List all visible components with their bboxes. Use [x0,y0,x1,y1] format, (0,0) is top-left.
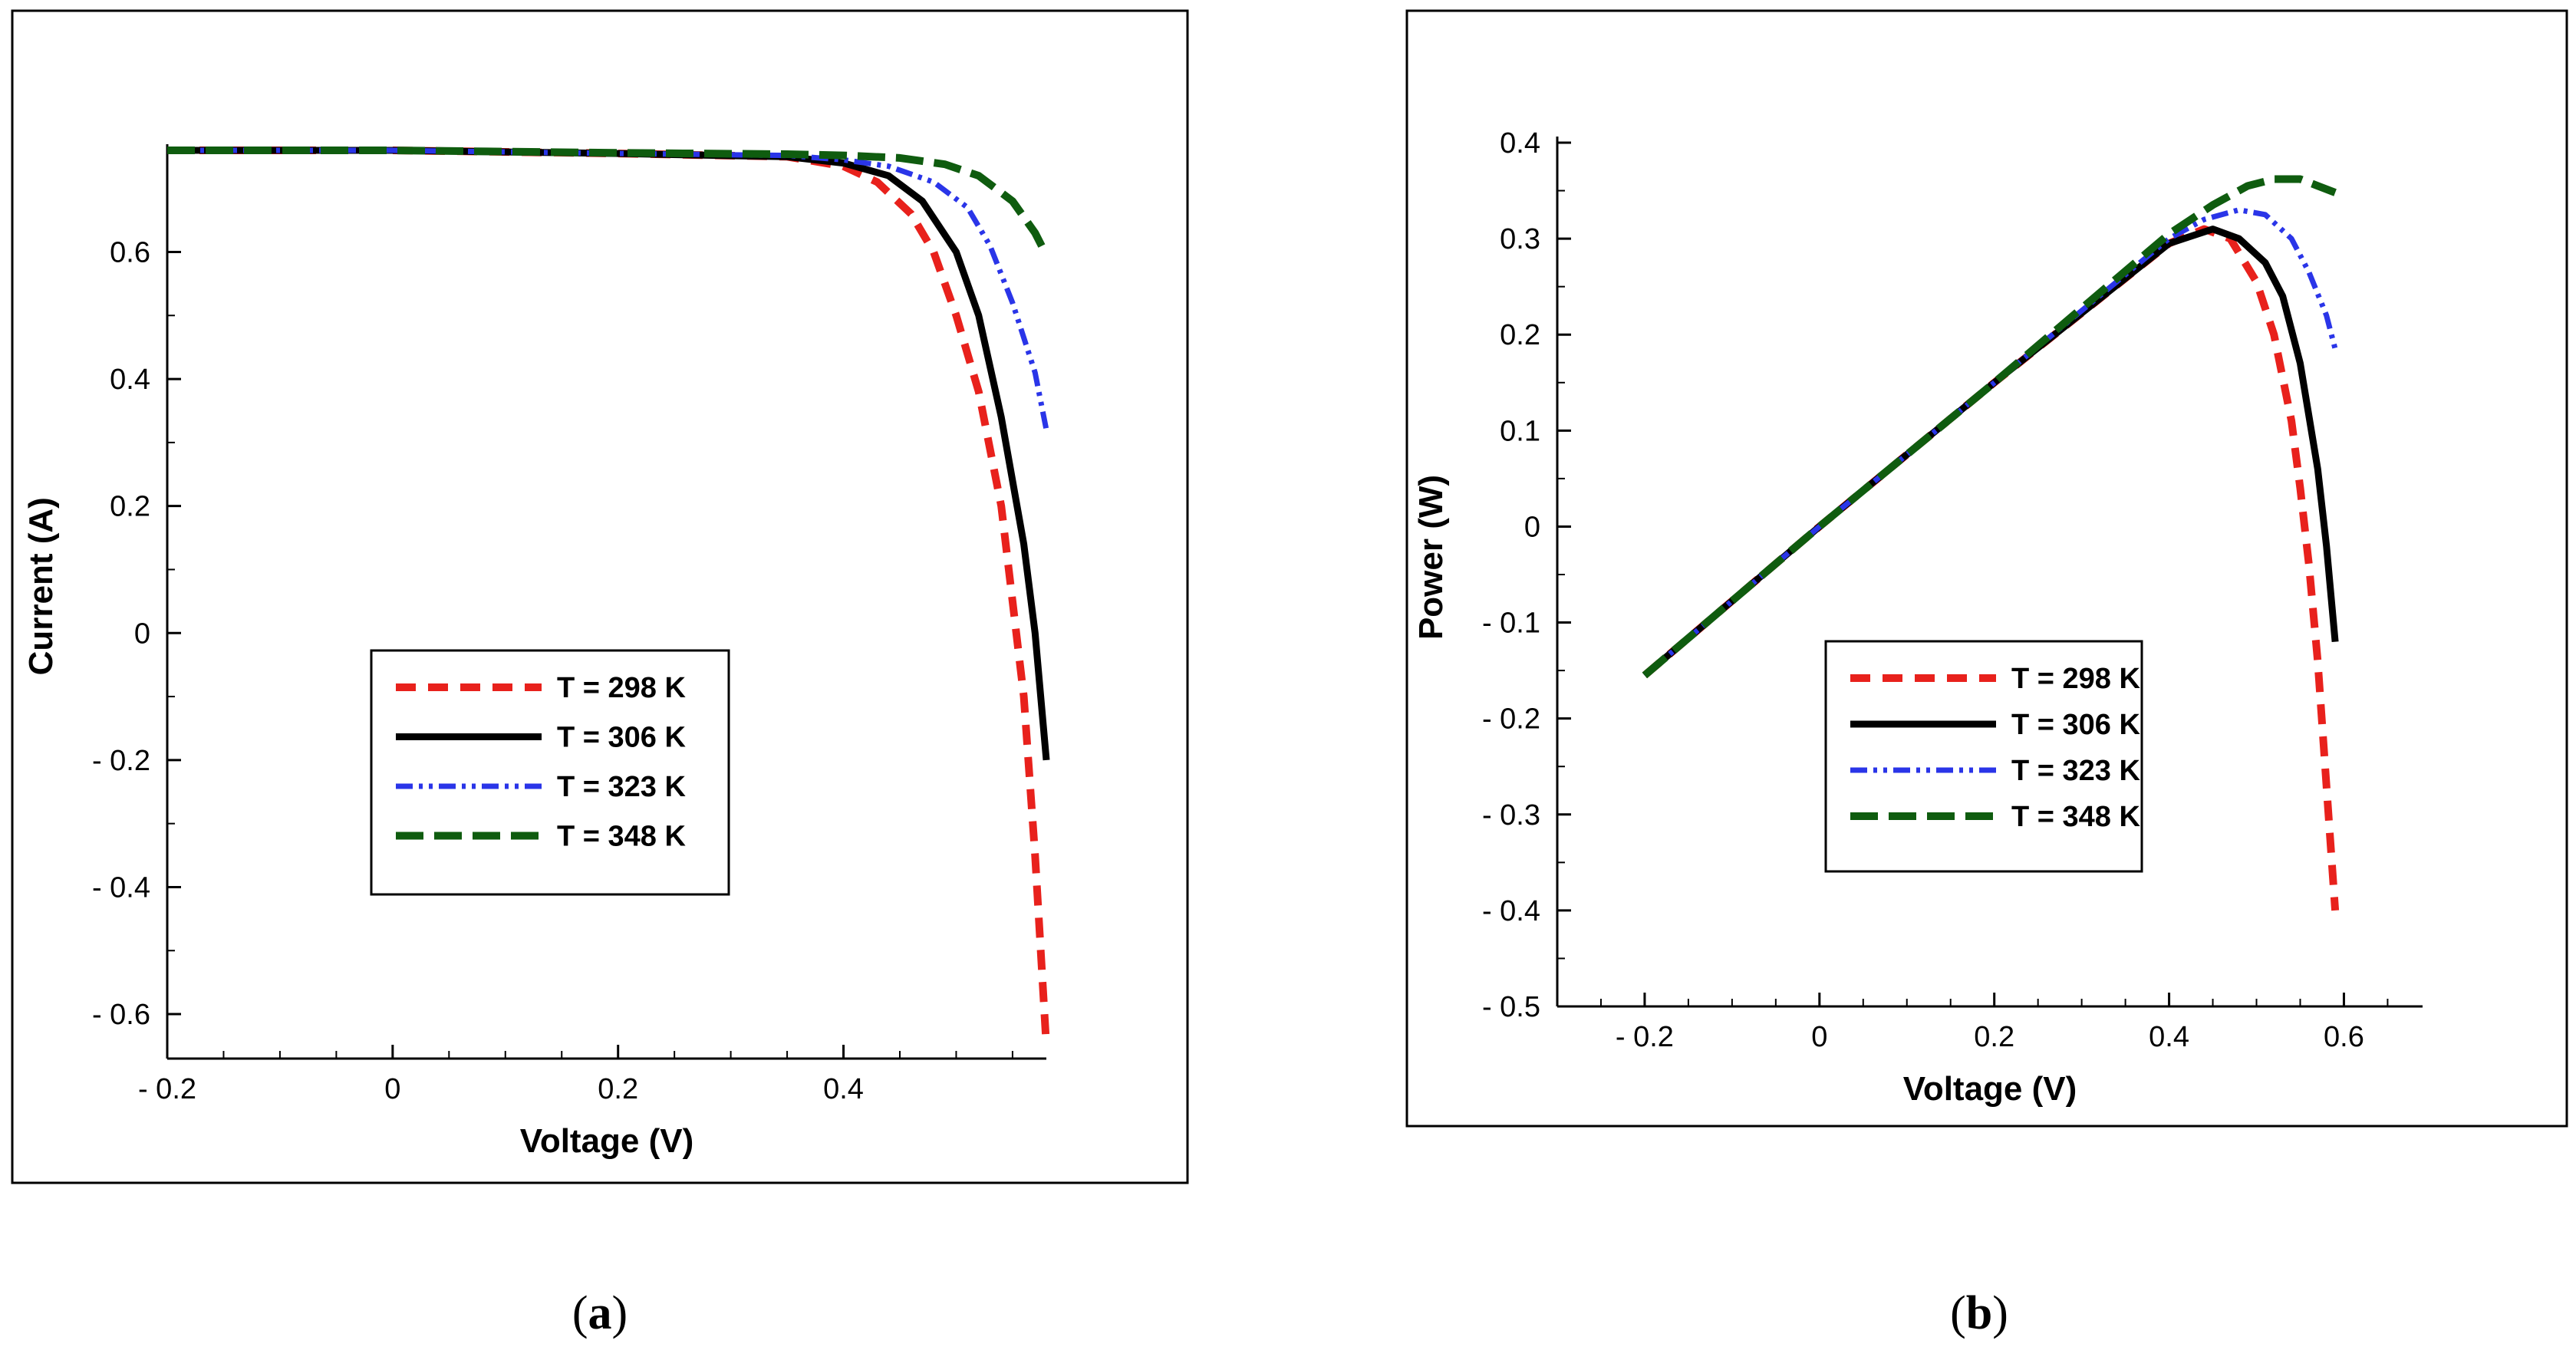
x-tick-label: 0.4 [2149,1021,2189,1053]
series-line-t298 [167,147,1050,1046]
legend-label: T = 323 K [2011,755,2140,787]
y-tick-label: 0.4 [110,364,150,396]
legend-label: T = 298 K [557,672,686,704]
x-axis-title: Voltage (V) [520,1122,694,1160]
panel-a-frame [11,9,1189,1184]
legend-label: T = 306 K [557,722,686,754]
y-tick-label: 0 [134,618,150,650]
legend-label: T = 348 K [557,821,686,853]
chart-panel-b: - 0.5 - 0.4 - 0.3 - 0.2 - 0.1 0 0.1 0.2 0.3 0.4 - … [1412,127,2423,1108]
x-tick-label: - 0.2 [1616,1021,1674,1053]
x-tick-label: - 0.2 [138,1073,196,1105]
chart-panel-a: - 0.6 - 0.4 - 0.2 0 0.2 0.4 0.6 - 0.2 0 0.2 0.4 Vol… [22,144,1050,1160]
y-tick-label: 0.2 [1500,319,1540,351]
x-tick-label: 0.2 [598,1073,638,1105]
y-tick-label: - 0.5 [1482,991,1540,1023]
y-tick-label: - 0.2 [1482,703,1540,736]
y-axis-title: Power (W) [1412,475,1450,640]
y-tick-label: - 0.3 [1482,799,1540,832]
series-line-t348 [1642,175,2337,679]
legend-label: T = 323 K [557,771,686,803]
x-tick-label: 0.6 [2324,1021,2364,1053]
x-axis-title: Voltage (V) [1903,1070,2077,1108]
y-tick-label: - 0.1 [1482,608,1540,640]
y-tick-label: 0.3 [1500,223,1540,255]
caption-b: (b) [1950,1287,2008,1339]
series-line-t348 [167,147,1050,257]
series-line-t306 [167,147,1050,761]
y-tick-label: - 0.4 [1482,895,1540,927]
panel-b-frame [1405,9,2568,1128]
caption-a: (a) [572,1287,628,1339]
y-tick-label: - 0.6 [92,999,150,1031]
x-tick-label: 0.2 [1974,1021,2014,1053]
x-tick-label: 0.4 [823,1073,864,1105]
series-line-t323 [1642,207,2338,678]
series-line-t306 [1642,226,2339,678]
y-tick-label: 0.4 [1500,127,1540,160]
y-tick-label: 0.1 [1500,415,1540,447]
series-line-t323 [167,147,1049,430]
legend-label: T = 298 K [2011,663,2140,695]
y-tick-label: 0 [1524,511,1540,543]
y-axis-title: Current (A) [22,497,60,675]
legend-label: T = 348 K [2011,801,2140,833]
x-tick-label: 0 [384,1073,400,1105]
y-tick-label: 0.2 [110,491,150,523]
y-tick-label: - 0.4 [92,871,150,904]
legend-label: T = 306 K [2011,709,2140,741]
y-tick-label: - 0.2 [92,745,150,777]
x-tick-label: 0 [1811,1021,1827,1053]
y-tick-label: 0.6 [110,236,150,268]
